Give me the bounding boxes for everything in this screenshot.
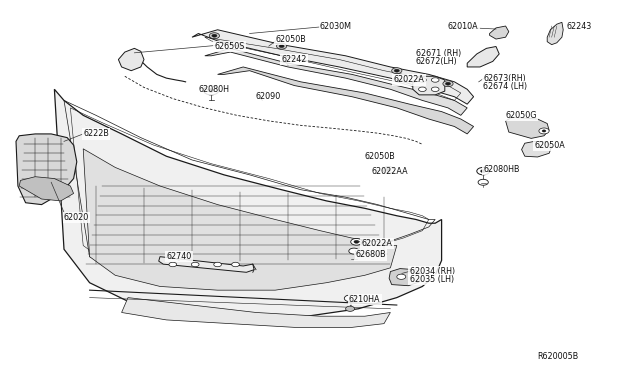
Text: 62050B: 62050B <box>275 35 306 44</box>
Text: 62022AA: 62022AA <box>371 167 408 176</box>
Circle shape <box>443 81 453 87</box>
Polygon shape <box>218 67 474 134</box>
Text: 62674 (LH): 62674 (LH) <box>483 82 527 91</box>
Circle shape <box>208 89 214 92</box>
Circle shape <box>232 262 239 267</box>
Text: 62080H: 62080H <box>198 85 229 94</box>
Circle shape <box>276 43 287 49</box>
Text: 62243: 62243 <box>566 22 591 31</box>
Text: 62050A: 62050A <box>534 141 565 150</box>
Circle shape <box>214 262 221 267</box>
Circle shape <box>419 87 426 92</box>
Circle shape <box>212 34 217 37</box>
Polygon shape <box>413 76 445 95</box>
Circle shape <box>344 295 356 302</box>
Polygon shape <box>467 46 499 67</box>
Polygon shape <box>192 30 474 104</box>
Circle shape <box>279 45 284 48</box>
Text: 62672(LH): 62672(LH) <box>416 57 458 66</box>
Circle shape <box>419 78 426 82</box>
Circle shape <box>386 169 391 171</box>
Polygon shape <box>19 177 74 201</box>
Circle shape <box>349 248 359 254</box>
Circle shape <box>445 82 451 85</box>
Text: 62680B: 62680B <box>355 250 386 259</box>
Circle shape <box>431 87 439 92</box>
Text: R620005B: R620005B <box>538 352 579 361</box>
Text: 62050B: 62050B <box>365 152 396 161</box>
Text: 62080HB: 62080HB <box>483 165 520 174</box>
Circle shape <box>481 170 486 173</box>
Text: 6210HA: 6210HA <box>349 295 380 304</box>
Text: 62740: 62740 <box>166 252 191 261</box>
Text: 62020: 62020 <box>64 213 89 222</box>
Circle shape <box>431 78 439 82</box>
Polygon shape <box>522 141 552 157</box>
Circle shape <box>191 262 199 267</box>
Polygon shape <box>547 22 563 45</box>
Circle shape <box>542 130 546 132</box>
Text: 62035 (LH): 62035 (LH) <box>410 275 454 284</box>
Circle shape <box>397 274 406 279</box>
Circle shape <box>477 167 490 175</box>
Circle shape <box>392 68 402 74</box>
Circle shape <box>169 262 177 267</box>
Text: 62050G: 62050G <box>506 111 537 120</box>
Text: 62010A: 62010A <box>448 22 479 31</box>
Polygon shape <box>205 48 467 115</box>
Text: 6222B: 6222B <box>83 129 109 138</box>
Text: 62022A: 62022A <box>362 239 392 248</box>
Text: 62034 (RH): 62034 (RH) <box>410 267 455 276</box>
Text: 62242: 62242 <box>282 55 307 64</box>
Polygon shape <box>122 298 390 327</box>
Polygon shape <box>506 117 549 138</box>
Circle shape <box>346 306 355 311</box>
Circle shape <box>351 238 362 245</box>
Polygon shape <box>54 89 442 316</box>
Circle shape <box>354 240 359 243</box>
Circle shape <box>383 167 394 173</box>
Polygon shape <box>16 134 77 205</box>
Text: 62671 (RH): 62671 (RH) <box>416 49 461 58</box>
Circle shape <box>204 86 219 95</box>
Text: 62022A: 62022A <box>394 76 424 84</box>
Text: 62090: 62090 <box>256 92 281 101</box>
Polygon shape <box>118 48 144 71</box>
Circle shape <box>394 69 399 72</box>
Circle shape <box>539 128 549 134</box>
Polygon shape <box>159 257 254 272</box>
Polygon shape <box>490 26 509 39</box>
Circle shape <box>209 33 220 39</box>
Polygon shape <box>389 269 422 286</box>
Text: 62673(RH): 62673(RH) <box>483 74 526 83</box>
Circle shape <box>478 179 488 185</box>
Text: 62030M: 62030M <box>320 22 352 31</box>
Text: 62650S: 62650S <box>214 42 244 51</box>
Polygon shape <box>83 149 397 290</box>
